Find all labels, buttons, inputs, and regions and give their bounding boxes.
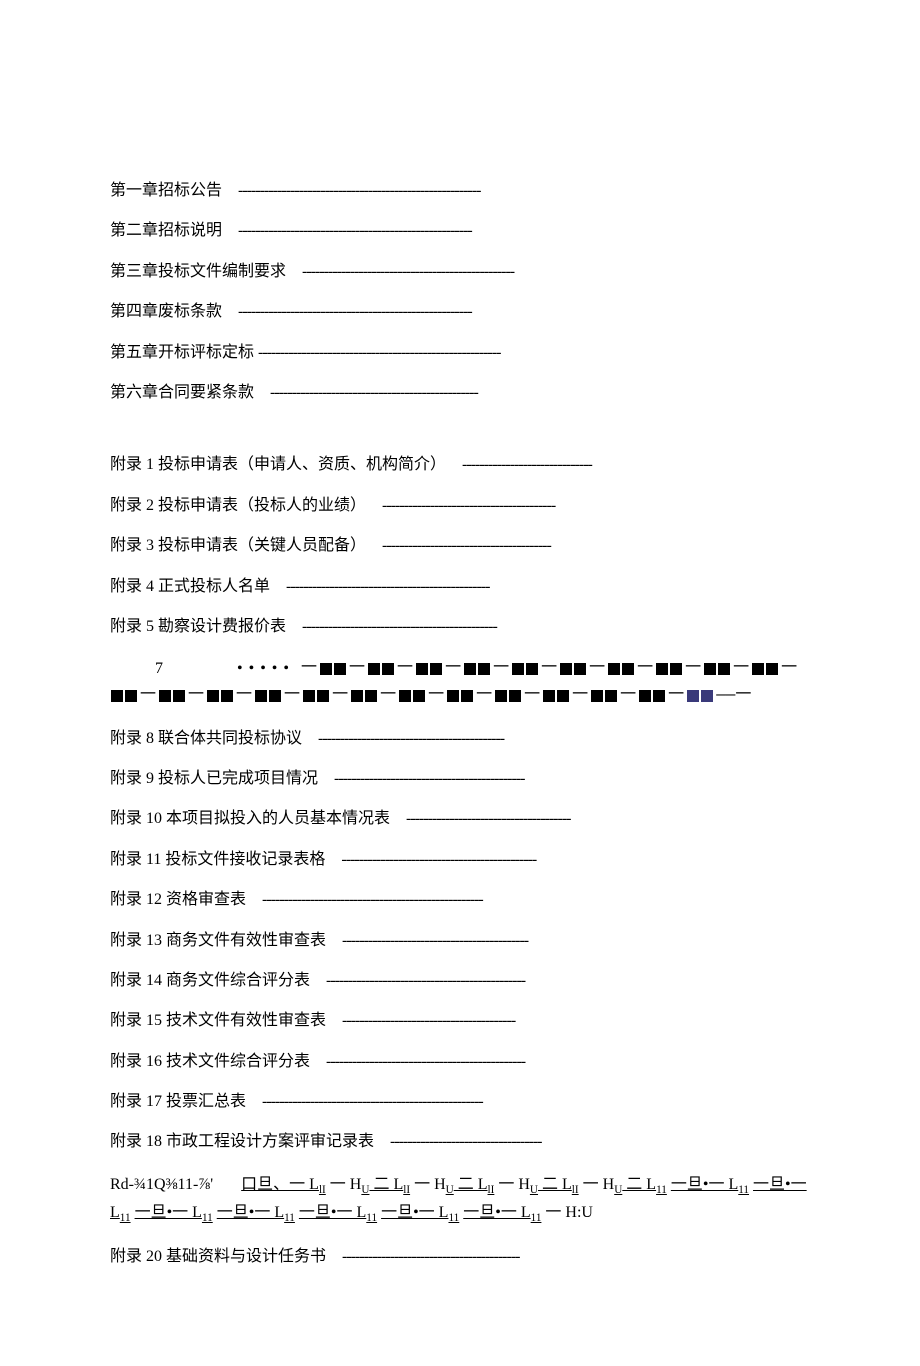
toc-dashes: ----------------------------------------… (262, 891, 483, 908)
toc-dashes: -------------------------------------- (406, 810, 570, 827)
toc-label: 第三章投标文件编制要求 (110, 263, 286, 280)
toc-dashes: ----------------------------------------… (342, 932, 528, 949)
toc-dashes: ----------------------------------------… (258, 344, 500, 361)
toc-label: 附录 14 商务文件综合评分表 (110, 972, 310, 989)
toc-dashes: ----------------------------------------… (302, 618, 497, 635)
toc-dashes: --------------------------------------- (382, 537, 551, 554)
toc-label: 附录 5 勘察设计费报价表 (110, 618, 286, 635)
toc-label: 附录 16 技术文件综合评分表 (110, 1053, 310, 1070)
toc-dashes: ----------------------------------------… (334, 770, 524, 787)
toc-entry: 附录 8 联合体共同投标协议 -------------------------… (110, 728, 810, 750)
toc-label: 附录 11 投标文件接收记录表格 (110, 851, 325, 868)
toc-entry: 附录 12 资格审查表 ----------------------------… (110, 889, 810, 911)
toc-label: 附录 2 投标申请表（投标人的业绩） (110, 497, 366, 514)
appendices-section: 附录 1 投标申请表（申请人、资质、机构简介） ----------------… (110, 454, 810, 1268)
toc-entry: 附录 16 技术文件综合评分表 ------------------------… (110, 1051, 810, 1073)
toc-label: 第二章招标说明 (110, 222, 222, 239)
toc-dashes: ----------------------------------------… (318, 730, 504, 747)
toc-label: 附录 4 正式投标人名单 (110, 578, 270, 595)
toc-entry: 第五章开标评标定标 ------------------------------… (110, 342, 810, 364)
toc-dashes: ----------------------------------------… (262, 1093, 483, 1110)
toc-entry: 附录 14 商务文件综合评分表 ------------------------… (110, 970, 810, 992)
toc-entry: 附录 15 技术文件有效性审查表 -----------------------… (110, 1010, 810, 1032)
toc-entry: 附录 3 投标申请表（关键人员配备） ---------------------… (110, 535, 810, 557)
chapters-section: 第一章招标公告 --------------------------------… (110, 180, 810, 404)
toc-entry: 第四章废标条款 --------------------------------… (110, 301, 810, 323)
toc-label: 第一章招标公告 (110, 182, 222, 199)
toc-dashes: ----------------------------------------… (326, 972, 525, 989)
toc-entry: 第六章合同要紧条款 ------------------------------… (110, 382, 810, 404)
toc-entry: 附录 18 市政工程设计方案评审记录表 --------------------… (110, 1131, 810, 1153)
toc-dashes: ----------------------------------------… (342, 1248, 519, 1265)
toc-entry: 附录 13 商务文件有效性审查表 -----------------------… (110, 930, 810, 952)
toc-label: 第五章开标评标定标 (110, 344, 254, 361)
toc-entry: 第二章招标说明 --------------------------------… (110, 220, 810, 242)
toc-entry: 附录 2 投标申请表（投标人的业绩） ---------------------… (110, 495, 810, 517)
toc-entry: 附录 4 正式投标人名单 ---------------------------… (110, 576, 810, 598)
entry-7-blocks: 一一一一一一一一一一一一一一一一一一一一一一一——一 (110, 660, 799, 705)
toc-label: 附录 8 联合体共同投标协议 (110, 730, 302, 747)
toc-label: 附录 1 投标申请表（申请人、资质、机构简介） (110, 456, 446, 473)
toc-entry: 附录 5 勘察设计费报价表 --------------------------… (110, 616, 810, 638)
toc-label: 附录 3 投标申请表（关键人员配备） (110, 537, 366, 554)
toc-entry: 附录 9 投标人已完成项目情况 ------------------------… (110, 768, 810, 790)
entry-19-body: 口旦、一 LlI 一 HU 二 LlI 一 HU 二 LlI 一 HU 二 Ll… (110, 1176, 807, 1221)
toc-label: 附录 20 基础资料与设计任务书 (110, 1248, 326, 1265)
toc-entry: 附录 1 投标申请表（申请人、资质、机构简介） ----------------… (110, 454, 810, 476)
garbled-entry-19: Rd-¾1Q⅜11-⅞' 口旦、一 LlI 一 HU 二 LlI 一 HU 二 … (110, 1172, 810, 1228)
entry-7-number: 7 (155, 656, 163, 682)
toc-dashes: ----------------------------------------… (238, 303, 472, 320)
entry-19-prefix: Rd-¾1Q⅜11-⅞' (110, 1176, 213, 1193)
toc-label: 附录 15 技术文件有效性审查表 (110, 1012, 326, 1029)
toc-label: 附录 9 投标人已完成项目情况 (110, 770, 318, 787)
toc-entry: 附录 20 基础资料与设计任务书 -----------------------… (110, 1246, 810, 1268)
toc-dashes: ----------------------------------------… (286, 578, 489, 595)
toc-dashes: ---------------------------------------- (382, 497, 555, 514)
toc-entry: 第三章投标文件编制要求 ----------------------------… (110, 261, 810, 283)
toc-entry: 第一章招标公告 --------------------------------… (110, 180, 810, 202)
garbled-entry-7: 7 ••••• 一一一一一一一一一一一一一一一一一一一一一一一——一 (110, 656, 810, 709)
toc-dashes: ---------------------------------------- (342, 1012, 515, 1029)
toc-dashes: ----------------------------------- (390, 1133, 541, 1150)
toc-label: 第四章废标条款 (110, 303, 222, 320)
toc-label: 附录 13 商务文件有效性审查表 (110, 932, 326, 949)
toc-entry: 附录 10 本项目拟投入的人员基本情况表 -------------------… (110, 808, 810, 830)
toc-entry: 附录 17 投票汇总表 ----------------------------… (110, 1091, 810, 1113)
toc-dashes: ----------------------------------------… (302, 263, 514, 280)
entry-7-dots: ••••• (237, 660, 295, 677)
toc-label: 附录 18 市政工程设计方案评审记录表 (110, 1133, 374, 1150)
toc-entry: 附录 11 投标文件接收记录表格 -----------------------… (110, 849, 810, 871)
toc-dashes: ----------------------------------------… (270, 384, 478, 401)
toc-dashes: ----------------------------------------… (326, 1053, 525, 1070)
toc-label: 附录 12 资格审查表 (110, 891, 246, 908)
toc-dashes: ----------------------------------------… (238, 222, 472, 239)
toc-label: 附录 17 投票汇总表 (110, 1093, 246, 1110)
toc-dashes: ----------------------------------------… (341, 851, 536, 868)
toc-dashes: ----------------------------------------… (238, 182, 480, 199)
toc-label: 第六章合同要紧条款 (110, 384, 254, 401)
toc-label: 附录 10 本项目拟投入的人员基本情况表 (110, 810, 390, 827)
toc-dashes: ------------------------------ (462, 456, 592, 473)
